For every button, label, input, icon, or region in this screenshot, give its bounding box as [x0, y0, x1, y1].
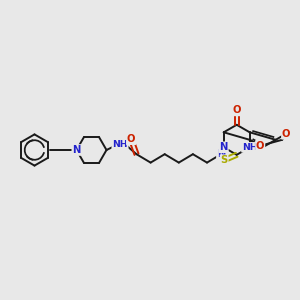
Text: O: O [232, 105, 241, 116]
Text: N: N [72, 145, 81, 155]
Text: O: O [256, 141, 264, 151]
Text: NH: NH [242, 143, 257, 152]
Text: O: O [127, 134, 135, 144]
Text: NH: NH [112, 140, 128, 149]
Text: N: N [217, 149, 225, 159]
Text: N: N [220, 142, 228, 152]
Text: S: S [220, 155, 228, 165]
Text: O: O [282, 129, 290, 139]
